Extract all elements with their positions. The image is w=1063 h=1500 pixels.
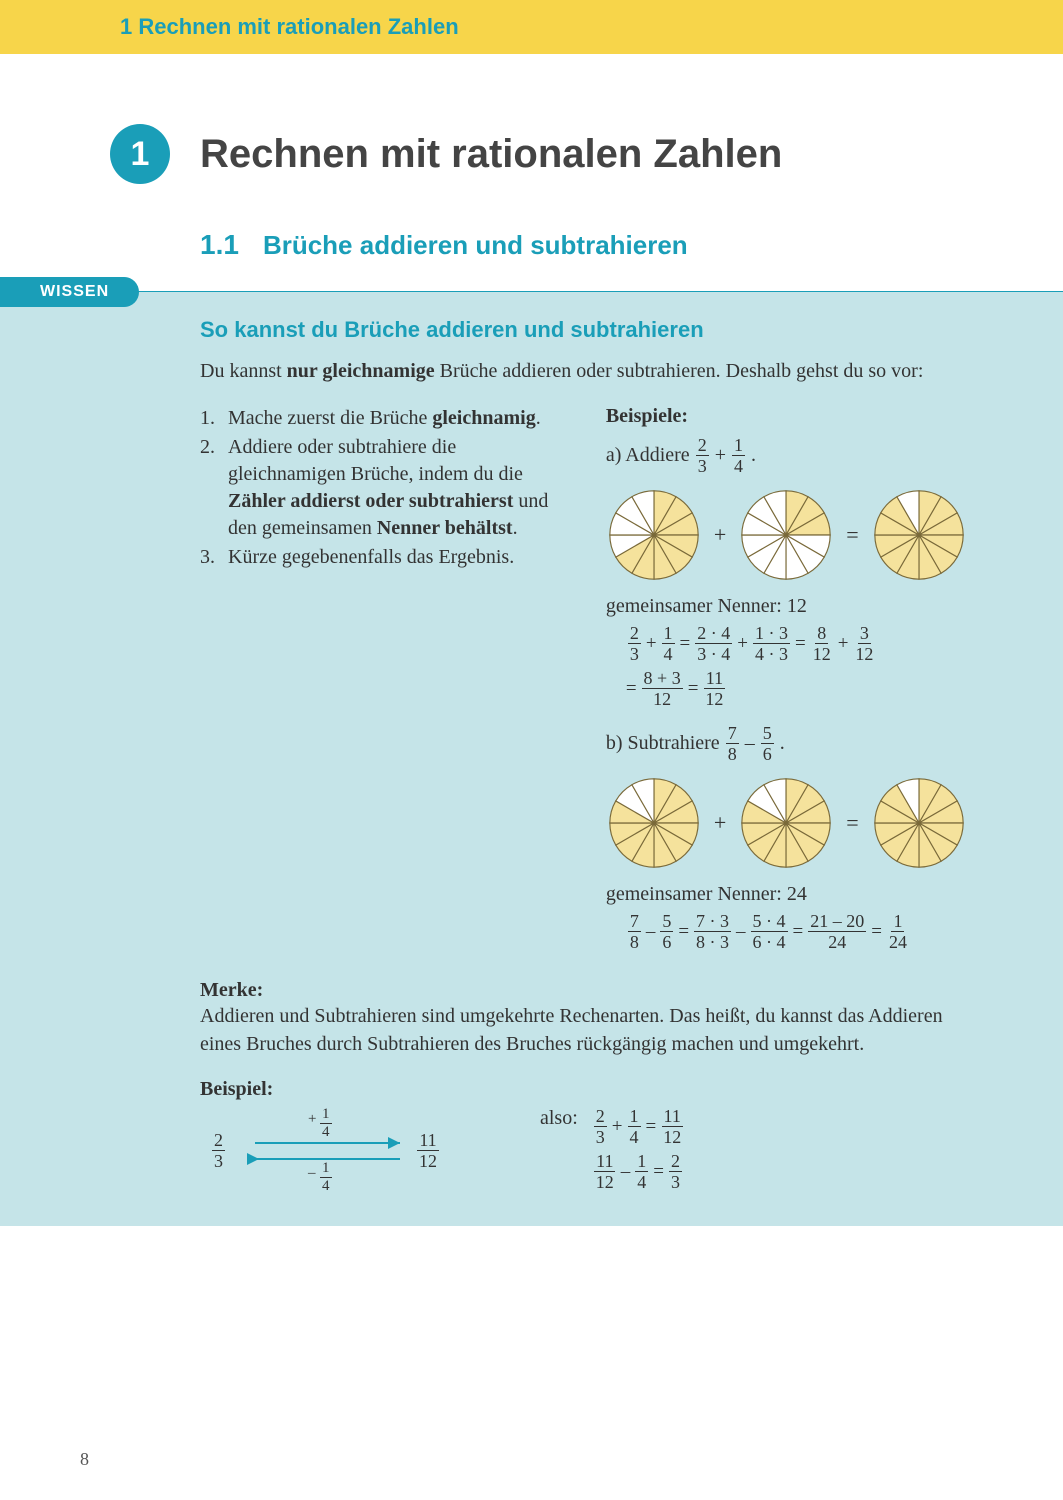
chapter-title: Rechnen mit rationalen Zahlen — [200, 132, 782, 177]
frac: 1112 — [661, 1107, 683, 1146]
frac: 56 — [660, 912, 673, 951]
page: 1 Rechnen mit rationalen Zahlen 1 Rechne… — [0, 0, 1063, 1500]
section-header: 1.1 Brüche addieren und subtrahieren — [0, 229, 1063, 261]
frac: 1112 — [594, 1152, 616, 1191]
example-a-label: a) Addiere 23 + 14 . — [606, 436, 983, 475]
step-list: Mache zuerst die Brüche gleichnamig. Add… — [200, 405, 576, 571]
header-bar-text: 1 Rechnen mit rationalen Zahlen — [120, 14, 459, 40]
common-b: gemeinsamer Nenner: 24 — [606, 883, 983, 906]
frac: 8 + 312 — [642, 669, 683, 708]
arrow-diagram: 231112+14–14 — [200, 1107, 480, 1187]
intro-text: Du kannst nur gleichnamige Brüche addier… — [200, 357, 983, 385]
page-number: 8 — [80, 1449, 89, 1470]
examples-column: Beispiele: a) Addiere 23 + 14 . += gemei… — [606, 405, 983, 957]
chapter-number-circle: 1 — [110, 124, 170, 184]
pie-chart-icon — [606, 775, 702, 871]
frac: 56 — [761, 724, 774, 763]
pie-chart-icon — [738, 775, 834, 871]
wissen-box: So kannst du Brüche addieren und subtrah… — [0, 292, 1063, 1226]
frac: 78 — [726, 724, 739, 763]
frac: 1112 — [417, 1131, 439, 1170]
frac: 14 — [662, 624, 675, 663]
step-1: Mache zuerst die Brüche gleichnamig. — [200, 405, 576, 432]
pie-chart-icon — [606, 487, 702, 583]
frac: 23 — [628, 624, 641, 663]
wissen-tab: WISSEN — [0, 277, 139, 307]
frac: 7 · 38 · 3 — [694, 912, 731, 951]
section-title: Brüche addieren und subtrahieren — [263, 230, 688, 260]
frac: 124 — [887, 912, 909, 951]
section-number: 1.1 — [200, 229, 239, 260]
frac: 23 — [696, 436, 709, 475]
two-column: Mache zuerst die Brüche gleichnamig. Add… — [200, 405, 983, 957]
also-eq-1: 23+14=1112 — [592, 1107, 685, 1146]
frac: 312 — [853, 624, 875, 663]
frac: 1 · 34 · 3 — [753, 624, 790, 663]
step-3: Kürze gegebenenfalls das Ergebnis. — [200, 544, 576, 571]
frac: 14 — [732, 436, 745, 475]
beispiele-label: Beispiele: — [606, 405, 983, 428]
frac: 2 · 43 · 4 — [695, 624, 732, 663]
steps-column: Mache zuerst die Brüche gleichnamig. Add… — [200, 405, 576, 957]
header-bar: 1 Rechnen mit rationalen Zahlen — [0, 0, 1063, 54]
also-label: also: — [540, 1107, 578, 1130]
example-b-label: b) Subtrahiere 78 – 56 . — [606, 724, 983, 763]
wissen-rule — [0, 291, 1063, 292]
frac: 23 — [669, 1152, 682, 1191]
frac: 23 — [212, 1131, 225, 1170]
frac: 14 — [635, 1152, 648, 1191]
frac: 23 — [594, 1107, 607, 1146]
bottom-row: 231112+14–14 also: 23+14=1112 1112–14=23 — [200, 1107, 983, 1191]
step-2: Addiere oder subtrahiere die gleichnamig… — [200, 434, 576, 542]
frac: 21 – 2024 — [808, 912, 866, 951]
beispiel2-label: Beispiel: — [200, 1078, 983, 1101]
frac: 812 — [811, 624, 833, 663]
eq-b-1: 78–56=7 · 38 · 3–5 · 46 · 4=21 – 2024=12… — [626, 912, 983, 951]
chapter-header: 1 Rechnen mit rationalen Zahlen — [0, 124, 1063, 184]
also-eq-2: 1112–14=23 — [592, 1152, 685, 1191]
frac: 5 · 46 · 4 — [751, 912, 788, 951]
common-a: gemeinsamer Nenner: 12 — [606, 595, 983, 618]
pie-chart-icon — [871, 487, 967, 583]
merke-text: Addieren und Subtrahieren sind umgekehrt… — [200, 1002, 983, 1058]
pie-chart-icon — [871, 775, 967, 871]
eq-a-1: 23+14=2 · 43 · 4+1 · 34 · 3=812+312 — [626, 624, 983, 663]
frac: 78 — [628, 912, 641, 951]
merke-label: Merke: — [200, 979, 983, 1002]
pie-chart-icon — [738, 487, 834, 583]
pie-row-b: += — [606, 775, 983, 871]
eq-a-2: =8 + 312=1112 — [626, 669, 983, 708]
frac: 14 — [320, 1161, 332, 1194]
frac: 1112 — [703, 669, 725, 708]
frac: 14 — [628, 1107, 641, 1146]
frac: 14 — [320, 1107, 332, 1140]
also-block: also: 23+14=1112 1112–14=23 — [540, 1107, 685, 1191]
pie-row-a: += — [606, 487, 983, 583]
box-title: So kannst du Brüche addieren und subtrah… — [200, 317, 983, 343]
